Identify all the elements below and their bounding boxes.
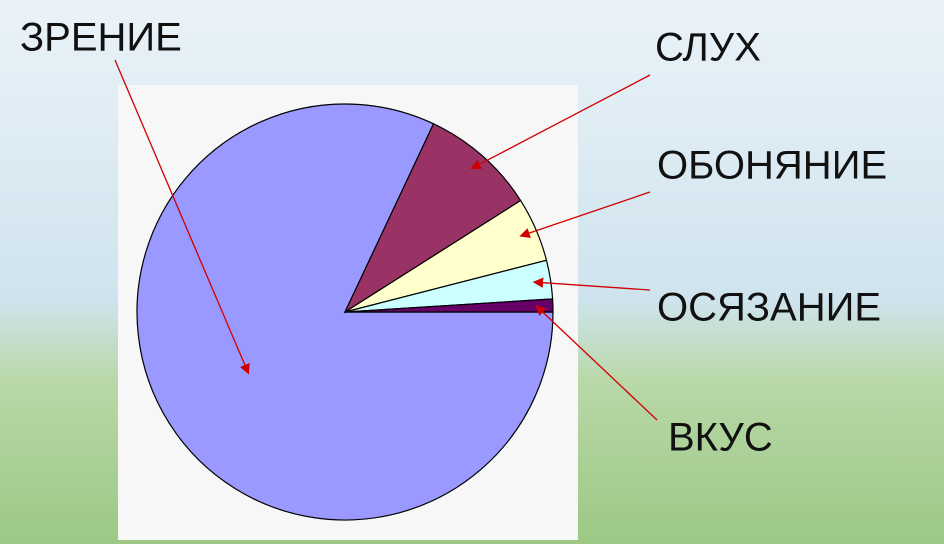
pie [136, 103, 554, 521]
pie-slice [344, 298, 554, 313]
arrow [470, 74, 651, 170]
category-label: ОСЯЗАНИЕ [657, 286, 881, 330]
category-label: СЛУХ [655, 26, 761, 70]
pie-slice [343, 122, 522, 314]
arrow [532, 277, 651, 291]
category-label: ЗРЕНИЕ [20, 16, 182, 60]
category-label: ОБОНЯНИЕ [657, 144, 887, 188]
labels: ЗРЕНИЕ СЛУХ ОБОНЯНИЕ ОСЯЗАНИЕ ВКУС [20, 16, 887, 460]
category-label: ВКУС [668, 416, 773, 460]
arrow [535, 305, 658, 421]
arrow [519, 191, 651, 238]
arrow [114, 59, 250, 375]
